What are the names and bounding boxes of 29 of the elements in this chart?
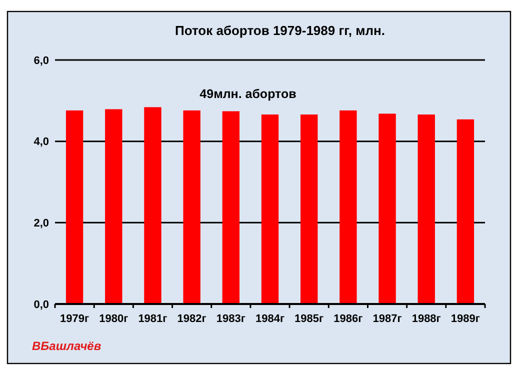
x-tick-label: 1979г [60,313,90,325]
x-tick-label: 1981г [138,313,168,325]
y-tick-label: 6,0 [34,54,49,67]
x-tick-label: 1980г [99,313,129,325]
bar [183,110,200,304]
y-tick-label: 0,0 [34,298,49,311]
bar [105,109,122,304]
bar [340,110,357,304]
chart-title: Поток абортов 1979-1989 гг, млн. [175,23,385,38]
y-tick-label: 4,0 [34,136,49,148]
annotation: 49млн. абортов [200,87,297,101]
x-tick-label: 1989г [450,313,480,325]
x-tick-label: 1987г [372,313,402,325]
bar [261,114,279,304]
bar [418,114,435,304]
bar [300,114,318,304]
bar [222,111,240,304]
x-tick-label: 1984г [255,313,285,325]
text: ВБашлачёв [32,339,102,353]
bar [66,110,84,304]
x-tick-label: 1983г [216,313,246,325]
x-tick-label: 1988г [412,313,442,325]
x-tick-label: 1985г [294,313,324,325]
x-tick-label: 1986г [334,313,364,325]
bar [144,107,162,304]
bar [456,119,474,304]
y-tick-label: 2,0 [34,218,49,230]
bar [378,114,396,304]
x-tick-label: 1982г [177,313,207,325]
